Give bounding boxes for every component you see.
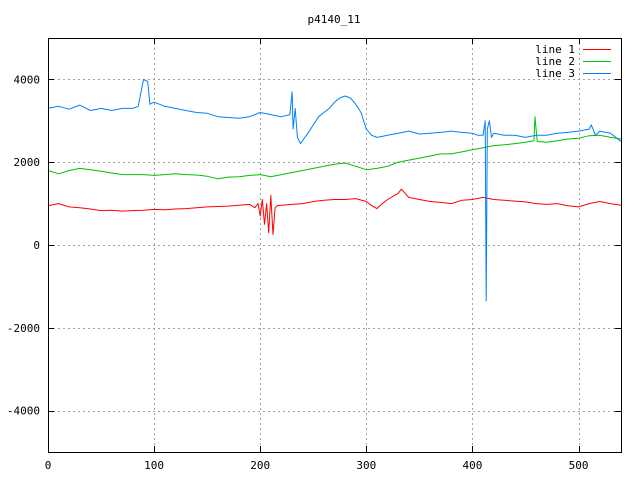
legend-label-3: line 3 [535,67,575,80]
series-line-1 [47,188,622,236]
x-tick-label: 0 [45,459,52,472]
y-tick-label: 2000 [14,156,41,169]
legend-label-2: line 2 [535,55,575,68]
series-line-3 [47,78,622,302]
series-line-2 [47,116,622,180]
chart-title: p4140_11 [308,13,361,26]
x-tick-label: 200 [250,459,270,472]
tick-labels: 0 100 200 300 400 500 -4000 -2000 0 2000 4000 [7,73,589,472]
series-layer [47,78,622,302]
axis-ticks [48,38,621,452]
y-tick-label: 4000 [14,73,41,86]
x-tick-label: 400 [463,459,483,472]
x-tick-label: 100 [144,459,164,472]
x-tick-label: 500 [569,459,589,472]
y-tick-label: -2000 [7,322,40,335]
y-tick-label: 0 [33,239,40,252]
legend-label-1: line 1 [535,43,575,56]
grid-lines [48,38,621,452]
x-tick-label: 300 [356,459,376,472]
y-tick-label: -4000 [7,405,40,418]
